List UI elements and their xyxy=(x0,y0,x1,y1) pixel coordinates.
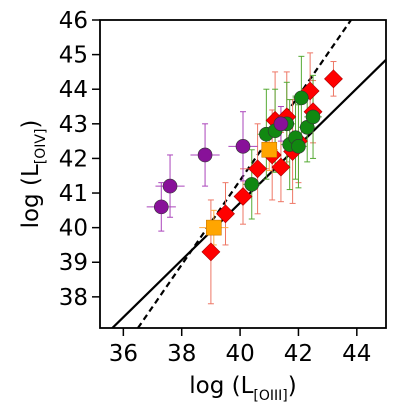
dashed-fit-line xyxy=(137,20,352,328)
data-point-circle xyxy=(244,177,260,192)
y-tick-label: 39 xyxy=(59,250,88,276)
data-markers xyxy=(153,69,343,262)
data-point-diamond xyxy=(324,69,343,89)
data-point-circle xyxy=(162,178,178,194)
data-point-circle xyxy=(291,139,306,154)
data-point-circle xyxy=(273,116,289,132)
data-point-square xyxy=(206,219,222,236)
y-tick-label: 46 xyxy=(59,8,88,34)
data-point-circle xyxy=(153,199,169,215)
y-tick-label: 43 xyxy=(59,112,88,138)
data-point-diamond xyxy=(201,242,221,262)
data-point-diamond xyxy=(248,159,268,179)
data-point-circle xyxy=(294,90,309,106)
y-tick-label: 38 xyxy=(59,285,88,311)
x-tick-label: 44 xyxy=(342,341,371,367)
x-tick-label: 36 xyxy=(109,341,138,367)
x-tick-label: 42 xyxy=(284,341,313,367)
y-tick-label: 44 xyxy=(59,77,88,103)
y-tick-label: 41 xyxy=(59,181,88,207)
x-tick-label: 40 xyxy=(225,341,254,367)
data-point-circle xyxy=(197,147,213,163)
y-tick-label: 45 xyxy=(59,43,88,69)
data-point-circle xyxy=(305,109,321,125)
y-tick-label: 40 xyxy=(59,216,88,242)
data-point-diamond xyxy=(271,157,291,177)
data-point-diamond xyxy=(216,204,235,224)
y-axis-label: log (L[OIV]) xyxy=(18,120,49,229)
data-point-circle xyxy=(235,139,251,154)
x-tick-label: 38 xyxy=(167,341,196,367)
data-point-square xyxy=(261,141,278,158)
y-tick-label: 42 xyxy=(59,146,88,172)
data-point-diamond xyxy=(233,187,253,206)
axis-ticks: 36 38 40 42 44 38 39 40 41 42 43 44 45 46 xyxy=(59,8,372,367)
x-axis-label: log (L[OIII]) xyxy=(189,373,297,404)
plot-frame xyxy=(99,19,387,329)
